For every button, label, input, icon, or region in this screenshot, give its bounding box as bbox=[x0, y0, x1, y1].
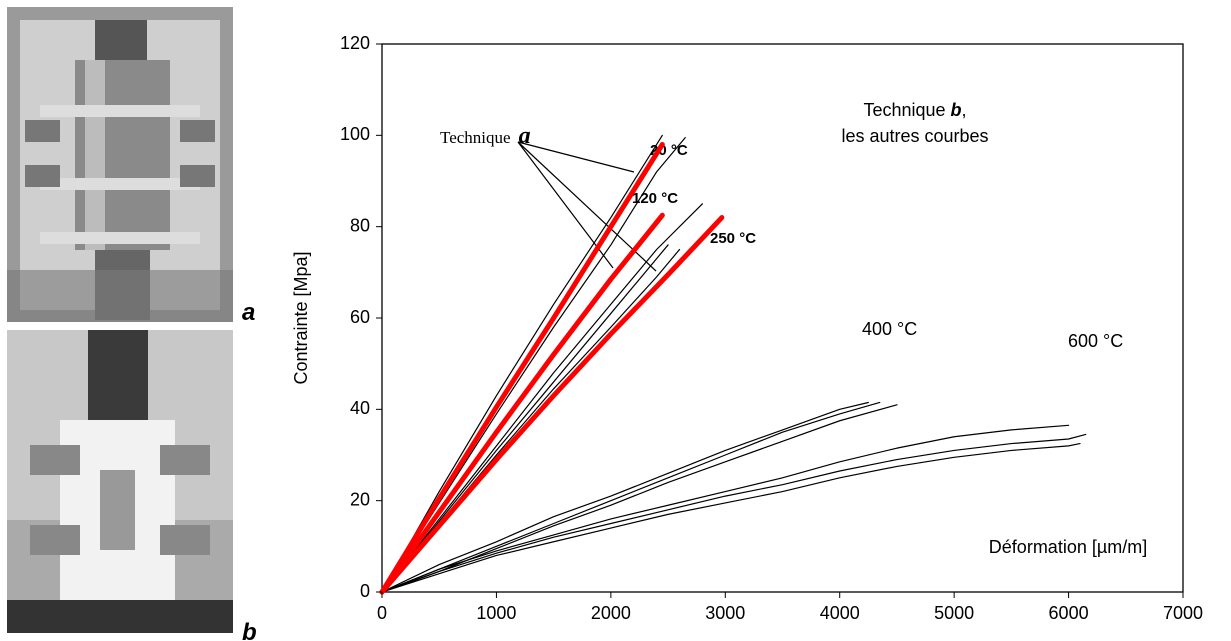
series-line bbox=[381, 203, 703, 593]
annotation: les autres courbes bbox=[841, 126, 988, 146]
y-tick-label: 100 bbox=[340, 124, 370, 144]
annotation: Technique b, bbox=[863, 100, 966, 120]
annotation-part: , bbox=[962, 100, 967, 120]
x-tick-label: 3000 bbox=[705, 603, 745, 623]
series-layer bbox=[379, 134, 1087, 595]
y-tick-label: 60 bbox=[350, 307, 370, 327]
annotation-part: Technique bbox=[863, 100, 945, 120]
annotation: Technique a bbox=[440, 123, 531, 149]
x-tick-label: 4000 bbox=[820, 603, 860, 623]
series-line bbox=[381, 424, 1070, 593]
y-tick-label: 80 bbox=[350, 215, 370, 235]
x-tick-label: 6000 bbox=[1049, 603, 1089, 623]
annotation: 120 °C bbox=[632, 190, 678, 207]
x-tick-label: 0 bbox=[377, 603, 387, 623]
x-tick-label: 5000 bbox=[934, 603, 974, 623]
x-axis-label: Déformation [µm/m] bbox=[989, 537, 1147, 557]
series-line bbox=[381, 401, 869, 593]
series-line bbox=[381, 433, 1087, 593]
x-tick-label: 1000 bbox=[476, 603, 516, 623]
annotation: 400 °C bbox=[862, 319, 917, 339]
annotation: 600 °C bbox=[1068, 331, 1123, 351]
series-line bbox=[379, 212, 665, 595]
photo-b bbox=[7, 330, 233, 633]
annotation-part: Technique bbox=[440, 128, 511, 147]
annotation-part: b bbox=[951, 100, 962, 120]
plot-frame bbox=[381, 43, 1184, 593]
photo-a bbox=[7, 7, 233, 322]
photo-label: a bbox=[242, 299, 255, 326]
x-tick-label: 2000 bbox=[591, 603, 631, 623]
series-line bbox=[379, 141, 665, 595]
y-tick-label: 120 bbox=[340, 33, 370, 53]
y-tick-label: 0 bbox=[360, 581, 370, 601]
series-line bbox=[379, 215, 725, 595]
series-line bbox=[381, 401, 881, 593]
series-line bbox=[381, 134, 663, 593]
y-axis-label: Contrainte [Mpa] bbox=[291, 251, 311, 384]
annotation: 250 °C bbox=[710, 230, 756, 247]
series-line bbox=[381, 442, 1081, 593]
y-tick-label: 40 bbox=[350, 398, 370, 418]
series-line bbox=[381, 404, 898, 593]
y-tick-label: 20 bbox=[350, 489, 370, 509]
x-tick-label: 7000 bbox=[1163, 603, 1203, 623]
photo-label: b bbox=[242, 619, 257, 641]
